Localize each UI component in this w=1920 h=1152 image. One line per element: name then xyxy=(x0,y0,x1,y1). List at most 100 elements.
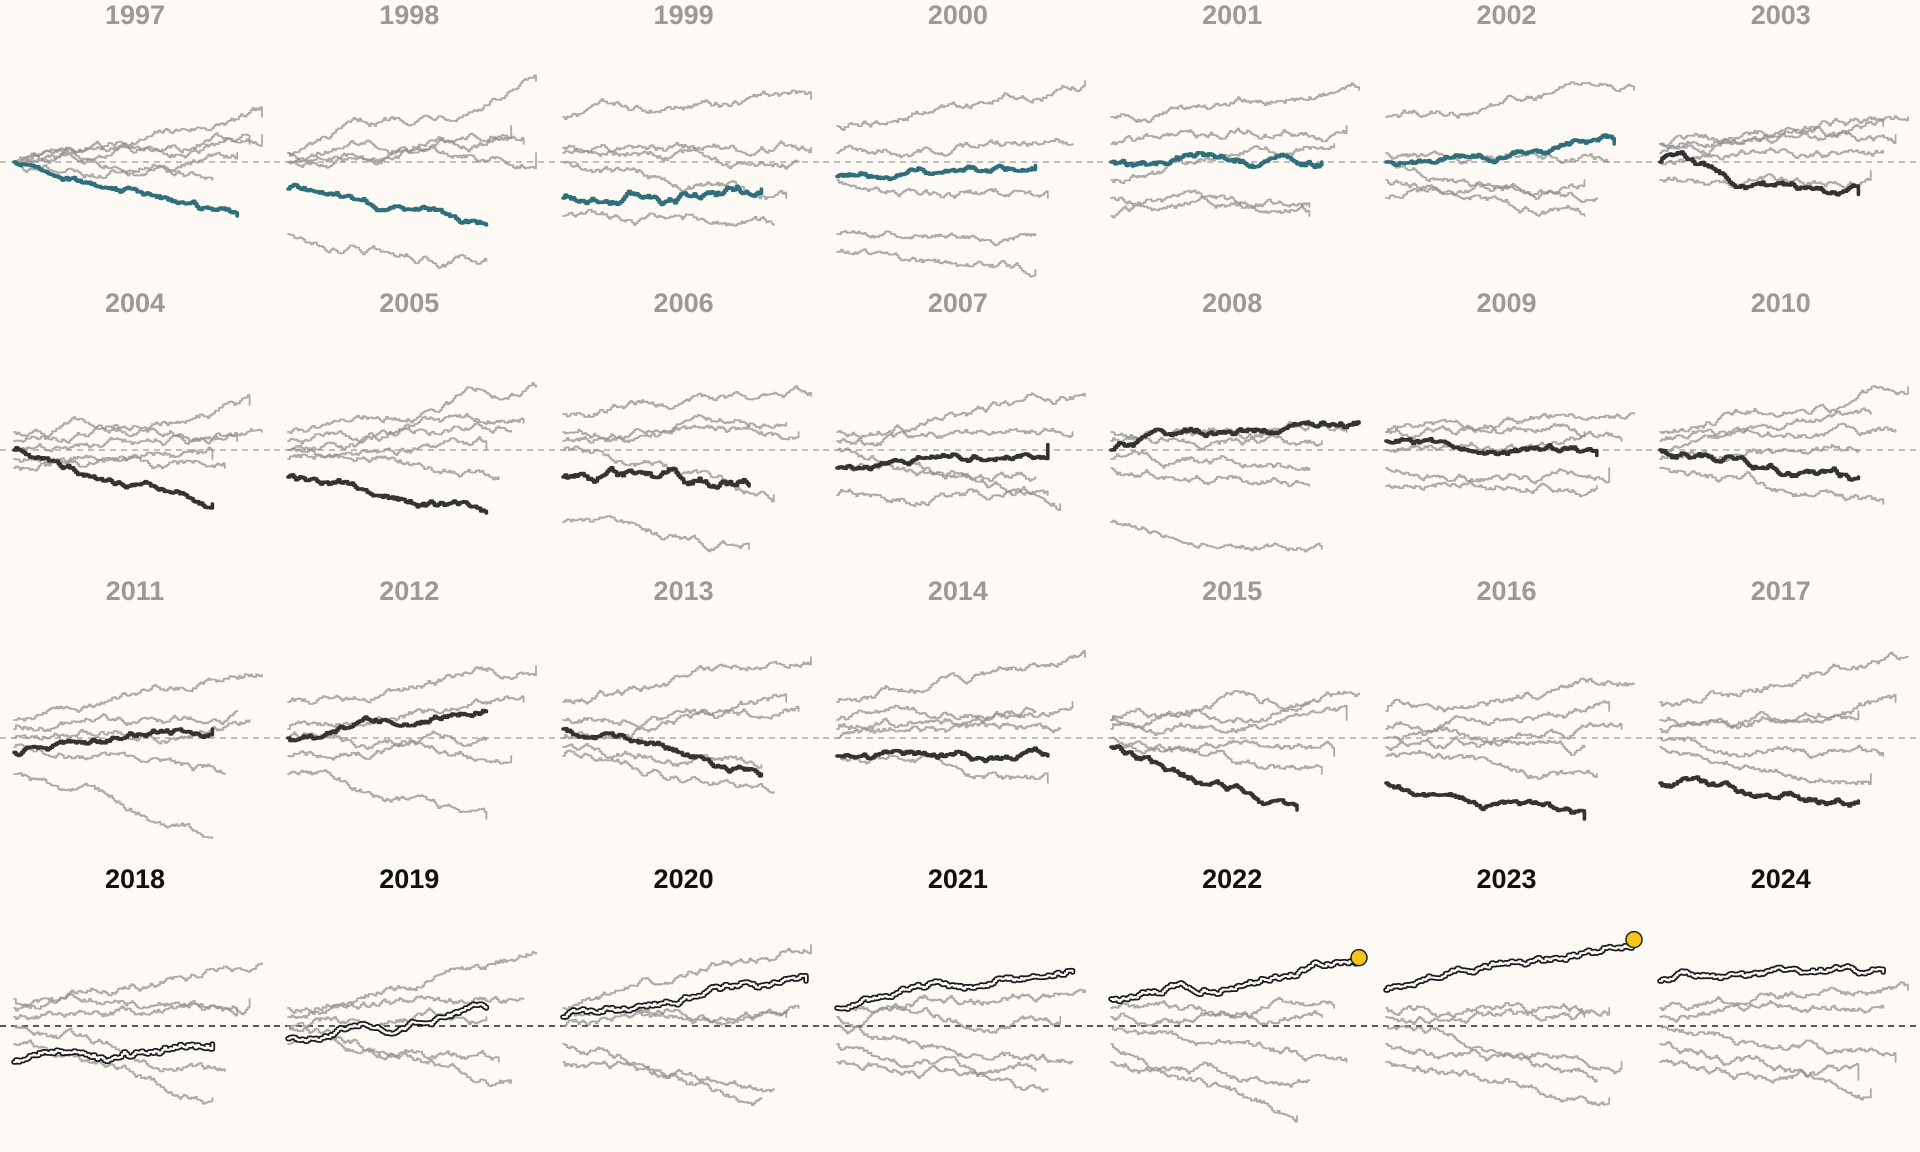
panel-plot xyxy=(548,656,824,794)
series-line xyxy=(835,427,1074,447)
panel-plot xyxy=(822,650,1099,784)
series-line xyxy=(1110,1010,1323,1027)
series-line xyxy=(13,772,214,839)
panel-1998: 1998 xyxy=(274,0,550,288)
series-line xyxy=(835,392,1086,440)
highlight-line xyxy=(1658,965,1884,982)
highlight-line xyxy=(1109,420,1361,452)
panel-2007: 2007 xyxy=(822,288,1099,576)
series-line xyxy=(835,230,1037,247)
panel-plot xyxy=(1645,385,1916,505)
series-line xyxy=(1384,179,1585,200)
highlight-line xyxy=(13,1043,214,1063)
series-line xyxy=(287,125,513,161)
series-line xyxy=(1658,710,1860,730)
highlight-line xyxy=(12,727,215,758)
series-line xyxy=(561,743,762,769)
panel-plot xyxy=(822,967,1099,1093)
panel-2006: 2006 xyxy=(548,288,824,576)
panel-plot xyxy=(0,962,276,1105)
series-line xyxy=(835,1060,1037,1080)
series-line xyxy=(1658,118,1884,147)
series-line xyxy=(835,248,1037,278)
series-line xyxy=(1658,115,1909,154)
series-line xyxy=(835,179,1049,199)
panel-title: 2007 xyxy=(927,288,988,318)
panel-plot xyxy=(274,74,550,269)
series-line xyxy=(13,424,263,445)
series-line xyxy=(13,962,263,1012)
highlight-line xyxy=(286,708,489,743)
panel-title: 2024 xyxy=(1750,864,1811,894)
series-line xyxy=(561,1004,800,1027)
series-line xyxy=(1110,189,1311,217)
panel-plot xyxy=(0,673,276,839)
panel-2018: 2018 xyxy=(0,864,276,1152)
series-line xyxy=(1384,1008,1585,1025)
panel-title: 2021 xyxy=(927,864,988,894)
series-line xyxy=(1110,704,1348,736)
highlight-line xyxy=(1657,448,1860,482)
panel-2014: 2014 xyxy=(822,576,1099,864)
series-line xyxy=(1110,433,1323,451)
highlight-line xyxy=(1657,775,1860,808)
highlight-line xyxy=(835,442,1050,472)
panel-2000: 2000 xyxy=(822,0,1099,288)
series-line xyxy=(287,730,488,761)
series-line xyxy=(287,74,538,157)
series-line xyxy=(287,695,525,730)
highlight-line xyxy=(12,446,215,510)
series-line xyxy=(1110,701,1311,729)
panel-title: 2008 xyxy=(1202,288,1263,318)
series-line xyxy=(1384,412,1635,434)
panel-title: 2018 xyxy=(104,864,166,894)
series-line xyxy=(1384,467,1610,491)
panel-2002: 2002 xyxy=(1371,0,1647,288)
series-line xyxy=(1658,1059,1860,1084)
series-line xyxy=(1384,700,1610,734)
series-line xyxy=(561,144,800,170)
series-line xyxy=(1384,677,1635,713)
series-line xyxy=(1384,179,1585,217)
panel-plot xyxy=(822,80,1099,278)
panel-2012: 2012 xyxy=(274,576,550,864)
series-line xyxy=(1384,81,1635,119)
series-line xyxy=(1110,743,1323,775)
panel-title: 2015 xyxy=(1202,576,1263,606)
series-line xyxy=(1658,147,1884,166)
series-line xyxy=(13,132,263,165)
panel-2009: 2009 xyxy=(1371,288,1647,576)
panel-1999: 1999 xyxy=(548,0,824,288)
series-line xyxy=(1658,170,1872,190)
highlight-line xyxy=(560,184,763,207)
latest-point-marker xyxy=(1624,930,1643,949)
highlight-line xyxy=(1109,151,1324,170)
series-line xyxy=(1658,693,1897,734)
series-line xyxy=(1110,519,1323,553)
series-line xyxy=(835,650,1086,703)
series-line xyxy=(287,436,488,460)
panel-plot xyxy=(1097,948,1373,1123)
series-line xyxy=(1110,82,1361,124)
series-line xyxy=(13,673,263,722)
series-line xyxy=(835,1043,1049,1093)
highlight-line xyxy=(835,746,1050,764)
panel-2001: 2001 xyxy=(1097,0,1373,288)
panel-2003: 2003 xyxy=(1645,0,1916,288)
series-line xyxy=(1384,736,1585,756)
panel-title: 2000 xyxy=(927,0,988,30)
panel-plot xyxy=(548,944,824,1106)
series-line xyxy=(287,413,525,445)
series-line xyxy=(561,1060,775,1093)
panel-title: 1998 xyxy=(379,0,440,30)
panel-plot xyxy=(1097,82,1373,219)
series-line xyxy=(1384,159,1598,204)
series-line xyxy=(1384,1001,1610,1018)
series-line xyxy=(1658,444,1860,462)
panel-2019: 2019 xyxy=(274,864,550,1152)
panel-plot xyxy=(274,665,550,820)
series-line xyxy=(1384,1043,1598,1083)
panel-title: 2019 xyxy=(379,864,440,894)
series-line xyxy=(1658,125,1897,156)
